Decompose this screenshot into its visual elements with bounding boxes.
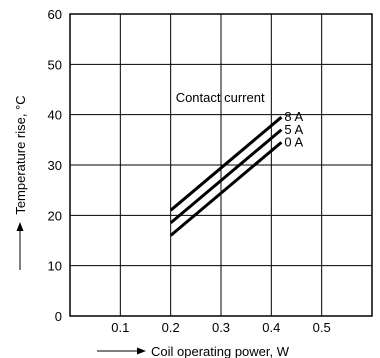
x-tick-label: 0.4 xyxy=(262,320,280,335)
x-axis-title: Coil operating power, W xyxy=(151,344,290,358)
y-tick-label: 40 xyxy=(48,108,62,123)
tick-labels: 0.1 0.2 0.3 0.4 0.5 0 10 20 30 40 50 60 xyxy=(48,7,331,335)
x-tick-label: 0.2 xyxy=(162,320,180,335)
y-tick-label: 30 xyxy=(48,158,62,173)
series-line xyxy=(169,141,283,237)
grid-lines xyxy=(70,14,372,316)
x-tick-label: 0.5 xyxy=(313,320,331,335)
y-tick-label: 60 xyxy=(48,7,62,22)
y-axis-title-group: Temperature rise, °C xyxy=(13,95,28,270)
y-tick-label: 10 xyxy=(48,259,62,274)
series-labels: 8 A5 A0 A xyxy=(284,109,303,149)
x-tick-label: 0.1 xyxy=(111,320,129,335)
series-label: 8 A xyxy=(284,109,303,124)
series-label: 0 A xyxy=(284,134,303,149)
plot-frame xyxy=(69,13,373,317)
x-axis-title-group: Coil operating power, W xyxy=(97,344,290,358)
y-tick-label: 50 xyxy=(48,57,62,72)
series-label: 5 A xyxy=(284,122,303,137)
legend-title: Contact current xyxy=(176,90,265,105)
y-tick-label: 0 xyxy=(55,309,62,324)
y-axis-title: Temperature rise, °C xyxy=(13,95,28,214)
series-line xyxy=(169,116,283,212)
x-axis-arrowhead xyxy=(137,347,146,355)
y-tick-label: 20 xyxy=(48,208,62,223)
y-axis-arrowhead xyxy=(16,222,24,231)
x-tick-label: 0.3 xyxy=(212,320,230,335)
series-line xyxy=(169,128,283,225)
series-lines xyxy=(169,116,283,237)
